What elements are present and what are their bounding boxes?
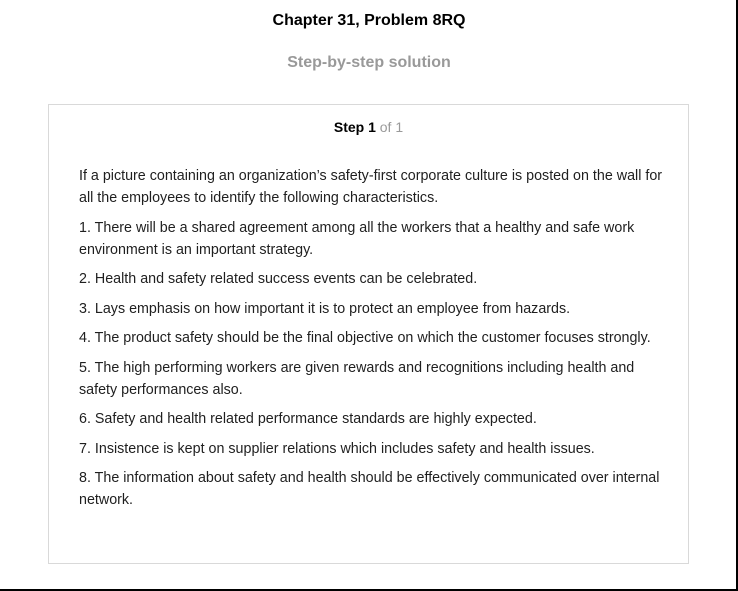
solution-paragraph: 8. The information about safety and heal… bbox=[79, 470, 660, 508]
solution-paragraph: 5. The high performing workers are given… bbox=[79, 359, 635, 398]
step-total: of 1 bbox=[379, 119, 404, 135]
chapter-title: Chapter 31, Problem 8RQ bbox=[272, 12, 466, 29]
solution-paragraph: 7. Insistence is kept on supplier relati… bbox=[79, 440, 595, 457]
solution-paragraph: 3. Lays emphasis on how important it is … bbox=[79, 300, 571, 317]
solution-paragraph: 1. There will be a shared agreement amon… bbox=[79, 219, 635, 258]
step-body: If a picture containing an organization’… bbox=[79, 165, 665, 519]
solution-subtitle: Step-by-step solution bbox=[287, 54, 451, 71]
step-card: Step 1 of 1 If a picture containing an o… bbox=[48, 104, 689, 564]
solution-paragraph: 6. Safety and health related performance… bbox=[79, 411, 537, 427]
solution-paragraph: If a picture containing an organization’… bbox=[79, 168, 663, 206]
solution-paragraph: 4. The product safety should be the fina… bbox=[79, 330, 651, 346]
step-label: Step 1 bbox=[333, 119, 376, 135]
solution-paragraph: 2. Health and safety related success eve… bbox=[79, 271, 478, 287]
step-header: Step 1 of 1 bbox=[49, 118, 688, 136]
